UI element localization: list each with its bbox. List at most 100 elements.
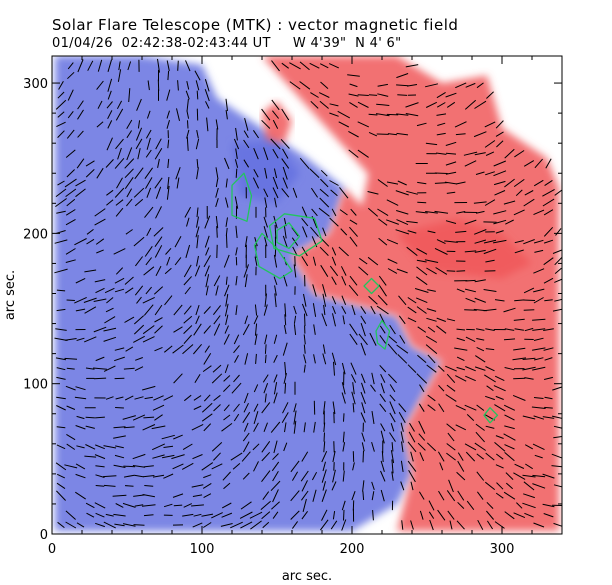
field-vector bbox=[534, 454, 543, 459]
field-vector bbox=[322, 227, 327, 237]
negative-field-region-0 bbox=[55, 56, 442, 531]
field-vector bbox=[244, 236, 248, 248]
field-vector bbox=[76, 445, 85, 449]
field-vector bbox=[485, 259, 495, 263]
field-vector bbox=[456, 520, 465, 530]
field-vector bbox=[163, 445, 174, 448]
field-vector bbox=[455, 375, 467, 382]
field-vector bbox=[95, 356, 105, 362]
field-vector bbox=[417, 442, 426, 451]
field-vector bbox=[95, 485, 105, 487]
field-vector bbox=[213, 275, 221, 287]
field-vector bbox=[263, 188, 269, 198]
field-vector bbox=[473, 131, 487, 138]
field-vector bbox=[76, 522, 85, 528]
field-vector bbox=[386, 238, 399, 245]
field-vector bbox=[543, 239, 554, 244]
field-vector bbox=[438, 490, 445, 501]
field-vector bbox=[291, 227, 299, 237]
field-vector bbox=[284, 382, 287, 394]
field-vector bbox=[486, 385, 494, 392]
field-vector bbox=[417, 181, 427, 185]
field-vector bbox=[184, 286, 191, 295]
field-vector bbox=[96, 80, 104, 90]
field-vector bbox=[445, 141, 457, 146]
field-vector bbox=[543, 347, 554, 351]
field-vector bbox=[330, 520, 338, 530]
field-vector bbox=[389, 412, 396, 423]
field-vector bbox=[260, 500, 271, 510]
field-vector bbox=[320, 264, 329, 277]
field-vector bbox=[202, 365, 212, 373]
field-vector bbox=[493, 210, 507, 215]
field-vector bbox=[379, 325, 386, 334]
field-vector bbox=[543, 277, 554, 284]
field-vector bbox=[123, 426, 135, 429]
field-vector bbox=[348, 130, 359, 138]
field-vectors bbox=[54, 58, 562, 531]
field-vector bbox=[153, 286, 164, 295]
field-vector bbox=[370, 305, 376, 315]
field-vector bbox=[291, 521, 299, 529]
field-vector bbox=[321, 489, 327, 502]
field-vector bbox=[124, 474, 135, 478]
field-vector bbox=[182, 513, 194, 517]
field-vector bbox=[195, 138, 200, 150]
field-vector bbox=[224, 303, 229, 317]
field-vector bbox=[396, 113, 409, 116]
field-vector bbox=[55, 188, 67, 197]
field-vector bbox=[122, 523, 136, 527]
field-vector bbox=[426, 364, 437, 373]
field-vector bbox=[284, 422, 287, 433]
field-vector bbox=[484, 481, 496, 490]
field-vector bbox=[221, 502, 232, 509]
field-vector bbox=[183, 305, 192, 315]
field-vector bbox=[132, 414, 146, 421]
field-vector bbox=[250, 520, 262, 530]
field-vector bbox=[447, 510, 455, 520]
field-vector bbox=[253, 403, 259, 412]
field-vector bbox=[368, 295, 378, 305]
field-vector bbox=[319, 246, 329, 256]
field-vector bbox=[196, 255, 199, 267]
field-vector bbox=[390, 450, 395, 464]
plot-frame bbox=[51, 55, 563, 535]
field-vector bbox=[416, 266, 428, 276]
field-vector bbox=[360, 315, 367, 324]
field-vector bbox=[154, 177, 163, 189]
field-vector bbox=[65, 385, 76, 391]
field-vector bbox=[387, 258, 398, 264]
field-vector bbox=[524, 190, 534, 196]
field-vector bbox=[144, 167, 154, 179]
field-vector bbox=[531, 406, 546, 409]
field-vector bbox=[503, 404, 516, 411]
field-vector bbox=[341, 519, 347, 531]
field-vector bbox=[446, 101, 456, 108]
field-vector bbox=[255, 353, 257, 364]
field-vector bbox=[504, 367, 515, 371]
field-vector bbox=[397, 354, 408, 364]
field-vector bbox=[133, 324, 145, 335]
field-vector bbox=[144, 485, 154, 487]
field-vector bbox=[427, 394, 436, 402]
field-vector bbox=[389, 384, 396, 393]
field-vector bbox=[203, 255, 211, 268]
field-vector bbox=[427, 354, 436, 364]
field-vector bbox=[379, 364, 387, 373]
field-vector bbox=[494, 442, 506, 452]
field-vector bbox=[243, 139, 250, 149]
field-vector bbox=[95, 474, 105, 478]
field-vector bbox=[391, 442, 394, 452]
field-vector bbox=[515, 189, 523, 197]
field-vector bbox=[545, 158, 552, 169]
field-vector bbox=[370, 384, 376, 392]
field-vector bbox=[126, 147, 133, 161]
field-vector bbox=[137, 148, 141, 160]
positive-field-region-2 bbox=[262, 56, 559, 531]
field-vector bbox=[330, 189, 338, 197]
field-vector bbox=[271, 99, 280, 111]
field-vector bbox=[400, 481, 405, 491]
field-vector bbox=[410, 451, 414, 462]
field-vector bbox=[146, 227, 152, 237]
field-vector bbox=[493, 170, 507, 177]
